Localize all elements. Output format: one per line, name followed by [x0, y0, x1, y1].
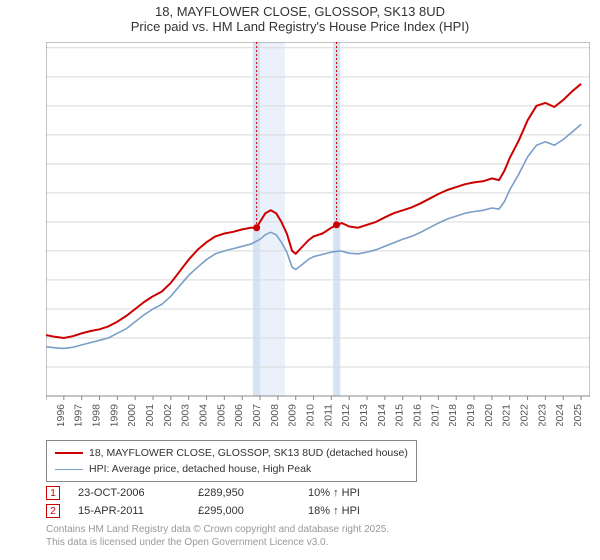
- event-row-marker: 2: [46, 504, 60, 518]
- x-tick-label: 2018: [447, 404, 459, 426]
- x-tick-label: 2007: [251, 404, 263, 426]
- event-row: 1 23-OCT-2006£289,95010% ↑ HPI: [46, 484, 408, 502]
- x-tick-label: 2016: [412, 404, 424, 426]
- event-dot: [253, 224, 260, 231]
- x-tick-label: 2005: [215, 404, 227, 426]
- x-tick-label: 2017: [429, 404, 441, 426]
- event-row-marker: 1: [46, 486, 60, 500]
- chart-area: £0£50K£100K£150K£200K£250K£300K£350K£400…: [46, 42, 590, 426]
- x-tick-label: 2000: [126, 404, 138, 426]
- x-tick-label: 2006: [233, 404, 245, 426]
- x-tick-label: 1996: [55, 404, 67, 426]
- x-tick-label: 1998: [91, 404, 103, 426]
- event-date: 15-APR-2011: [78, 505, 198, 517]
- legend-item: HPI: Average price, detached house, High…: [55, 461, 408, 477]
- event-dot: [333, 221, 340, 228]
- x-tick-label: 2023: [536, 404, 548, 426]
- event-hpi: 10% ↑ HPI: [308, 487, 408, 499]
- event-price: £289,950: [198, 487, 308, 499]
- chart-container: 18, MAYFLOWER CLOSE, GLOSSOP, SK13 8UD P…: [0, 0, 600, 560]
- event-row: 2 15-APR-2011£295,00018% ↑ HPI: [46, 502, 408, 520]
- x-tick-label: 2013: [358, 404, 370, 426]
- events-table: 1 23-OCT-2006£289,95010% ↑ HPI 2 15-APR-201…: [46, 484, 408, 520]
- chart-svg: £0£50K£100K£150K£200K£250K£300K£350K£400…: [46, 42, 590, 426]
- event-date: 23-OCT-2006: [78, 487, 198, 499]
- x-tick-label: 2022: [519, 404, 531, 426]
- event-hpi: 18% ↑ HPI: [308, 505, 408, 517]
- x-tick-label: 2009: [287, 404, 299, 426]
- x-tick-label: 2021: [501, 404, 513, 426]
- x-tick-label: 2019: [465, 404, 477, 426]
- x-tick-label: 2012: [340, 404, 352, 426]
- legend-label: 18, MAYFLOWER CLOSE, GLOSSOP, SK13 8UD (…: [89, 447, 408, 459]
- x-tick-label: 2004: [198, 404, 210, 426]
- x-tick-label: 2015: [394, 404, 406, 426]
- x-tick-label: 2020: [483, 404, 495, 426]
- footer: Contains HM Land Registry data © Crown c…: [46, 524, 389, 549]
- legend-swatch: [55, 452, 83, 454]
- x-tick-label: 2010: [305, 404, 317, 426]
- x-tick-label: 2002: [162, 404, 174, 426]
- legend-swatch: [55, 469, 83, 470]
- x-tick-label: 2003: [180, 404, 192, 426]
- title-line2: Price paid vs. HM Land Registry's House …: [0, 19, 600, 34]
- footer-line2: This data is licensed under the Open Gov…: [46, 537, 389, 550]
- highlight-band: [260, 42, 285, 396]
- legend-item: 18, MAYFLOWER CLOSE, GLOSSOP, SK13 8UD (…: [55, 445, 408, 461]
- title-block: 18, MAYFLOWER CLOSE, GLOSSOP, SK13 8UD P…: [0, 0, 600, 34]
- x-tick-label: 1997: [73, 404, 85, 426]
- x-tick-label: 2024: [554, 404, 566, 426]
- x-tick-label: 1999: [108, 404, 120, 426]
- event-price: £295,000: [198, 505, 308, 517]
- x-tick-label: 2011: [322, 404, 334, 426]
- x-tick-label: 2025: [572, 404, 584, 426]
- legend-label: HPI: Average price, detached house, High…: [89, 463, 311, 475]
- legend: 18, MAYFLOWER CLOSE, GLOSSOP, SK13 8UD (…: [46, 440, 417, 482]
- x-tick-label: 2008: [269, 404, 281, 426]
- title-line1: 18, MAYFLOWER CLOSE, GLOSSOP, SK13 8UD: [0, 4, 600, 19]
- footer-line1: Contains HM Land Registry data © Crown c…: [46, 524, 389, 537]
- x-tick-label: 2001: [144, 404, 156, 426]
- x-tick-label: 2014: [376, 404, 388, 426]
- x-tick-label: 1995: [46, 404, 49, 426]
